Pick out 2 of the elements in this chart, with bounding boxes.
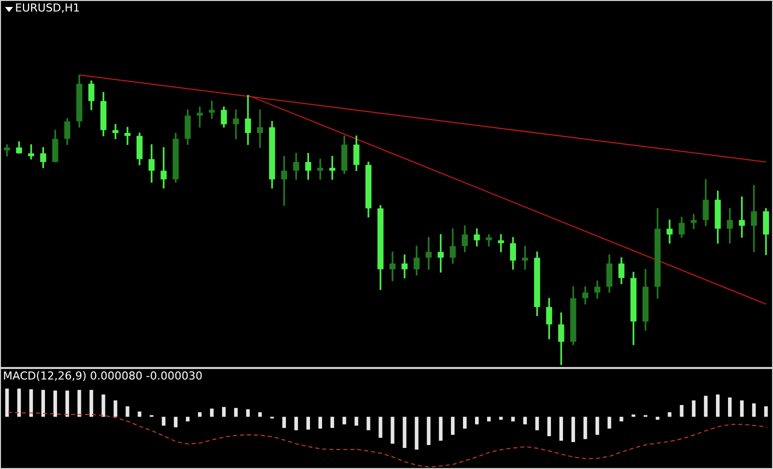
- chart-title: EURUSD,H1: [15, 1, 80, 14]
- chart-title: MACD(12,26,9) 0.000080 -0.000030: [3, 369, 202, 382]
